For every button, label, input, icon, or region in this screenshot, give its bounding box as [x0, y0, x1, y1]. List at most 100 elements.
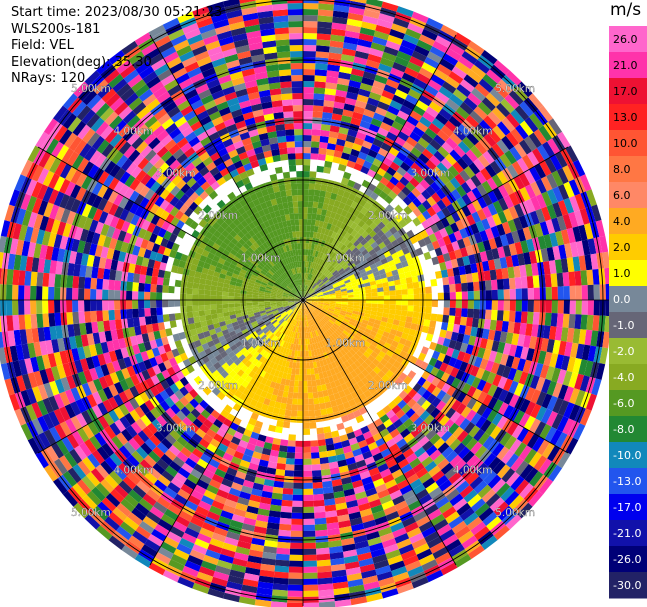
velocity-gate	[265, 528, 279, 536]
velocity-gate	[324, 314, 331, 320]
velocity-gate	[467, 291, 474, 300]
velocity-gate	[197, 260, 205, 268]
velocity-gate	[333, 200, 341, 208]
velocity-gate	[300, 314, 303, 321]
velocity-gate	[347, 271, 354, 277]
velocity-gate	[113, 180, 125, 194]
velocity-gate	[297, 350, 301, 357]
velocity-gate	[578, 359, 588, 376]
velocity-gate	[314, 189, 321, 197]
velocity-gate	[305, 296, 312, 299]
velocity-gate	[370, 504, 384, 514]
velocity-gate	[362, 575, 379, 585]
velocity-gate	[345, 456, 356, 466]
velocity-gate	[205, 257, 213, 265]
velocity-gate	[253, 284, 261, 289]
velocity-gate	[311, 268, 315, 275]
velocity-gate	[316, 208, 323, 215]
velocity-gate	[388, 285, 396, 291]
velocity-gate	[311, 452, 320, 459]
velocity-gate	[587, 300, 594, 316]
velocity-gate	[442, 277, 450, 286]
velocity-gate	[150, 315, 158, 324]
velocity-gate	[123, 441, 136, 455]
velocity-gate	[293, 386, 299, 393]
velocity-gate	[435, 220, 445, 231]
velocity-gate	[307, 386, 313, 393]
velocity-gate	[288, 349, 293, 356]
velocity-gate	[373, 256, 381, 264]
velocity-gate	[159, 262, 167, 271]
velocity-gate	[326, 449, 337, 457]
velocity-gate	[131, 450, 144, 464]
velocity-gate	[318, 334, 324, 342]
velocity-gate	[210, 304, 217, 310]
velocity-gate	[359, 470, 371, 480]
velocity-gate	[398, 45, 414, 57]
velocity-gate	[289, 560, 303, 567]
velocity-gate	[176, 436, 188, 447]
velocity-gate	[308, 306, 313, 312]
velocity-gate	[437, 254, 445, 264]
velocity-gate	[108, 203, 119, 216]
velocity-gate	[353, 291, 360, 295]
velocity-gate	[206, 428, 217, 439]
velocity-gate	[497, 376, 508, 390]
velocity-gate	[67, 467, 82, 484]
velocity-gate	[252, 292, 259, 296]
velocity-gate	[309, 289, 315, 294]
velocity-gate	[357, 372, 366, 381]
velocity-gate	[4, 378, 15, 396]
velocity-gate	[285, 458, 295, 465]
velocity-gate	[394, 115, 407, 126]
velocity-gate	[315, 379, 322, 386]
velocity-gate	[4, 204, 15, 222]
velocity-gate	[557, 286, 564, 300]
velocity-gate	[214, 342, 223, 350]
velocity-gate	[289, 293, 295, 297]
velocity-gate	[285, 348, 290, 356]
velocity-gate	[336, 298, 342, 300]
velocity-gate	[510, 128, 524, 144]
velocity-gate	[246, 300, 253, 303]
velocity-gate	[333, 311, 340, 316]
velocity-gate	[421, 189, 432, 200]
velocity-gate	[485, 290, 492, 300]
velocity-gate	[273, 571, 289, 579]
velocity-gate	[504, 490, 520, 506]
velocity-gate	[325, 263, 332, 270]
velocity-gate	[257, 508, 270, 517]
velocity-gate	[381, 277, 389, 284]
velocity-gate	[523, 335, 532, 348]
velocity-gate	[48, 411, 60, 427]
velocity-gate	[166, 223, 176, 234]
velocity-gate	[249, 276, 257, 282]
velocity-gate	[206, 414, 217, 424]
velocity-gate	[412, 197, 422, 208]
velocity-gate	[267, 516, 281, 524]
velocity-gate	[331, 22, 347, 31]
velocity-gate	[334, 308, 341, 313]
velocity-gate	[401, 345, 410, 354]
velocity-gate	[442, 235, 452, 246]
velocity-gate	[263, 328, 270, 335]
velocity-gate	[459, 79, 475, 93]
velocity-gate	[236, 376, 245, 385]
velocity-gate	[115, 319, 123, 330]
velocity-gate	[481, 218, 491, 231]
velocity-gate	[184, 527, 200, 539]
velocity-gate	[287, 367, 293, 375]
velocity-gate	[518, 215, 529, 229]
velocity-gate	[431, 240, 441, 250]
velocity-gate	[360, 259, 368, 266]
velocity-gate	[397, 505, 411, 517]
velocity-gate	[119, 416, 131, 429]
velocity-gate	[501, 221, 512, 235]
velocity-gate	[481, 97, 496, 112]
velocity-gate	[401, 289, 408, 295]
velocity-gate	[317, 258, 322, 265]
velocity-gate	[423, 174, 435, 186]
velocity-gate	[327, 388, 334, 396]
velocity-gate	[53, 478, 68, 495]
velocity-gate	[320, 333, 326, 341]
